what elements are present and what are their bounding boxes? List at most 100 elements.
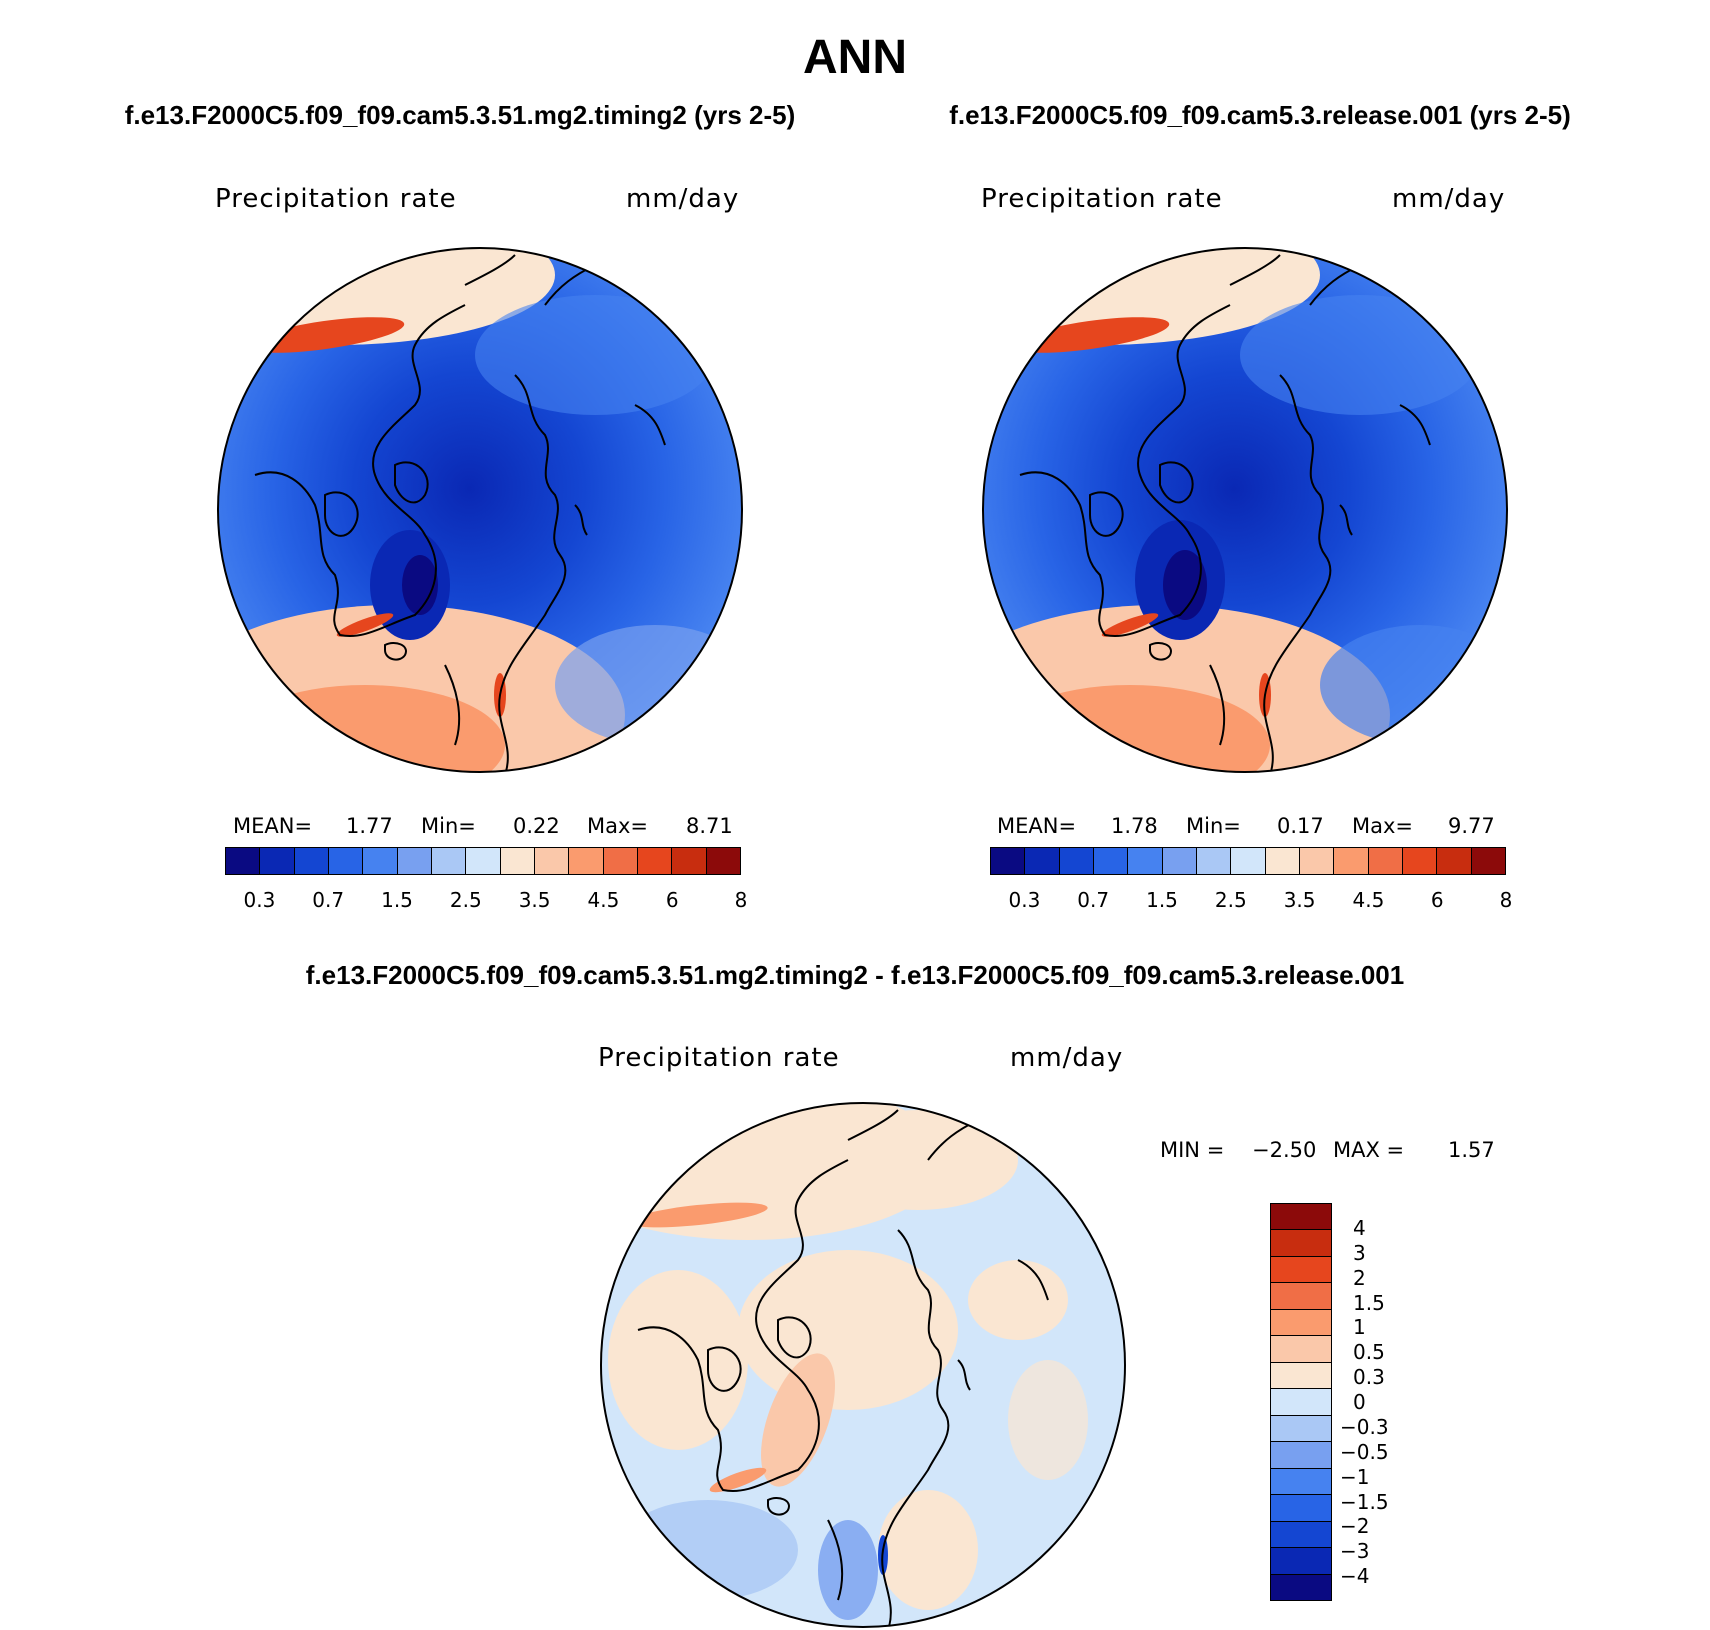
colorbar-swatch — [1231, 848, 1266, 874]
colorbar-tick-label: −4 — [1340, 1564, 1370, 1589]
left-colorbar — [225, 847, 741, 875]
left-colorbar-ticks: 0.3 0.7 1.5 2.5 3.5 4.5 6 8 — [225, 888, 747, 912]
colorbar-swatch — [1299, 848, 1335, 874]
right-mean-label: MEAN= — [997, 814, 1077, 838]
colorbar-swatch — [991, 848, 1026, 874]
colorbar-swatch — [1271, 1442, 1331, 1469]
colorbar-swatch — [1271, 1389, 1331, 1416]
right-colorbar — [990, 847, 1506, 875]
colorbar-tick-label: 0.7 — [312, 888, 345, 912]
colorbar-swatch — [1271, 1362, 1331, 1390]
left-mean-label: MEAN= — [233, 814, 313, 838]
colorbar-tick-label: 3 — [1353, 1240, 1366, 1265]
right-min-value: 0.17 — [1277, 814, 1324, 838]
left-min-value: 0.22 — [513, 814, 560, 838]
colorbar-swatch — [1271, 1256, 1331, 1284]
colorbar-swatch — [1196, 848, 1232, 874]
colorbar-swatch — [397, 848, 432, 874]
colorbar-swatch — [1271, 1548, 1331, 1575]
left-polar-map — [217, 247, 743, 773]
diff-min-label: MIN = — [1160, 1138, 1225, 1162]
colorbar-swatch — [1471, 848, 1505, 874]
colorbar-tick-label: −0.5 — [1340, 1439, 1389, 1464]
colorbar-tick-label: 0.3 — [1008, 888, 1041, 912]
colorbar-swatch — [603, 848, 638, 874]
colorbar-swatch — [1271, 1415, 1331, 1443]
diff-min-value: −2.50 — [1252, 1138, 1317, 1162]
diff-units-label: mm/day — [1010, 1043, 1124, 1073]
left-min-label: Min= — [421, 814, 476, 838]
left-run-title: f.e13.F2000C5.f09_f09.cam5.3.51.mg2.timi… — [124, 100, 796, 130]
diff-colorbar-ticks: 4 3 2 1.5 1 0.5 0.3 0 −0.3 −0.5 −1 −1.5 −2 −3 −4 — [1340, 1203, 1440, 1601]
colorbar-swatch — [294, 848, 329, 874]
right-polar-map — [982, 247, 1508, 773]
colorbar-swatch — [1368, 848, 1403, 874]
colorbar-swatch — [500, 848, 535, 874]
colorbar-tick-label: 1.5 — [381, 888, 413, 912]
colorbar-swatch — [1162, 848, 1197, 874]
colorbar-tick-label: −0.3 — [1340, 1414, 1389, 1439]
right-mean-value: 1.78 — [1111, 814, 1158, 838]
colorbar-tick-label: 3.5 — [518, 888, 551, 912]
colorbar-swatch — [534, 848, 570, 874]
colorbar-swatch — [1271, 1521, 1331, 1549]
colorbar-swatch — [1271, 1336, 1331, 1363]
colorbar-tick-label: 8 — [734, 888, 748, 912]
colorbar-tick-label: −1 — [1340, 1464, 1370, 1489]
colorbar-swatch — [1437, 848, 1472, 874]
diff-colorbar — [1270, 1203, 1332, 1601]
colorbar-tick-label: −2 — [1340, 1514, 1370, 1539]
colorbar-swatch — [1271, 1283, 1331, 1310]
colorbar-swatch — [1265, 848, 1300, 874]
colorbar-swatch — [466, 848, 501, 874]
colorbar-tick-label: 0.3 — [1353, 1365, 1385, 1390]
colorbar-swatch — [1271, 1495, 1331, 1522]
figure-title: ANN — [803, 31, 907, 84]
colorbar-swatch — [1271, 1309, 1331, 1337]
diff-variable-label: Precipitation rate — [598, 1043, 840, 1073]
right-min-label: Min= — [1186, 814, 1241, 838]
colorbar-swatch — [1271, 1574, 1331, 1601]
diff-polar-map — [600, 1102, 1126, 1628]
colorbar-tick-label: 4 — [1353, 1215, 1366, 1240]
colorbar-tick-label: 0.7 — [1077, 888, 1110, 912]
colorbar-tick-label: 6 — [665, 888, 679, 912]
left-max-value: 8.71 — [686, 814, 733, 838]
colorbar-swatch — [1093, 848, 1129, 874]
right-variable-label: Precipitation rate — [981, 184, 1223, 214]
colorbar-tick-label: 1.5 — [1353, 1290, 1385, 1315]
colorbar-tick-label: 2 — [1353, 1265, 1366, 1290]
colorbar-swatch — [1025, 848, 1060, 874]
colorbar-tick-label: 1.5 — [1146, 888, 1178, 912]
diff-max-value: 1.57 — [1448, 1138, 1495, 1162]
left-variable-label: Precipitation rate — [215, 184, 457, 214]
colorbar-swatch — [1128, 848, 1163, 874]
colorbar-swatch — [260, 848, 295, 874]
right-max-label: Max= — [1352, 814, 1414, 838]
colorbar-tick-label: 0 — [1353, 1390, 1366, 1414]
colorbar-tick-label: 4.5 — [1352, 888, 1385, 912]
right-max-value: 9.77 — [1448, 814, 1495, 838]
colorbar-swatch — [1402, 848, 1438, 874]
colorbar-swatch — [1271, 1204, 1331, 1231]
colorbar-tick-label: 6 — [1430, 888, 1444, 912]
colorbar-swatch — [637, 848, 673, 874]
colorbar-swatch — [363, 848, 398, 874]
left-max-label: Max= — [587, 814, 649, 838]
colorbar-swatch — [1271, 1230, 1331, 1257]
diff-run-title: f.e13.F2000C5.f09_f09.cam5.3.51.mg2.timi… — [305, 960, 1405, 990]
colorbar-swatch — [706, 848, 740, 874]
right-run-title: f.e13.F2000C5.f09_f09.cam5.3.release.001… — [949, 100, 1571, 130]
colorbar-swatch — [569, 848, 604, 874]
colorbar-tick-label: 3.5 — [1283, 888, 1316, 912]
colorbar-swatch — [226, 848, 261, 874]
colorbar-tick-label: 2.5 — [449, 888, 482, 912]
right-units-label: mm/day — [1392, 184, 1506, 214]
colorbar-tick-label: 0.3 — [243, 888, 276, 912]
colorbar-swatch — [1271, 1468, 1331, 1496]
diff-max-label: MAX = — [1333, 1138, 1405, 1162]
colorbar-tick-label: −3 — [1340, 1539, 1370, 1564]
colorbar-tick-label: 2.5 — [1214, 888, 1247, 912]
colorbar-tick-label: 1 — [1353, 1315, 1366, 1340]
colorbar-tick-label: 8 — [1499, 888, 1513, 912]
